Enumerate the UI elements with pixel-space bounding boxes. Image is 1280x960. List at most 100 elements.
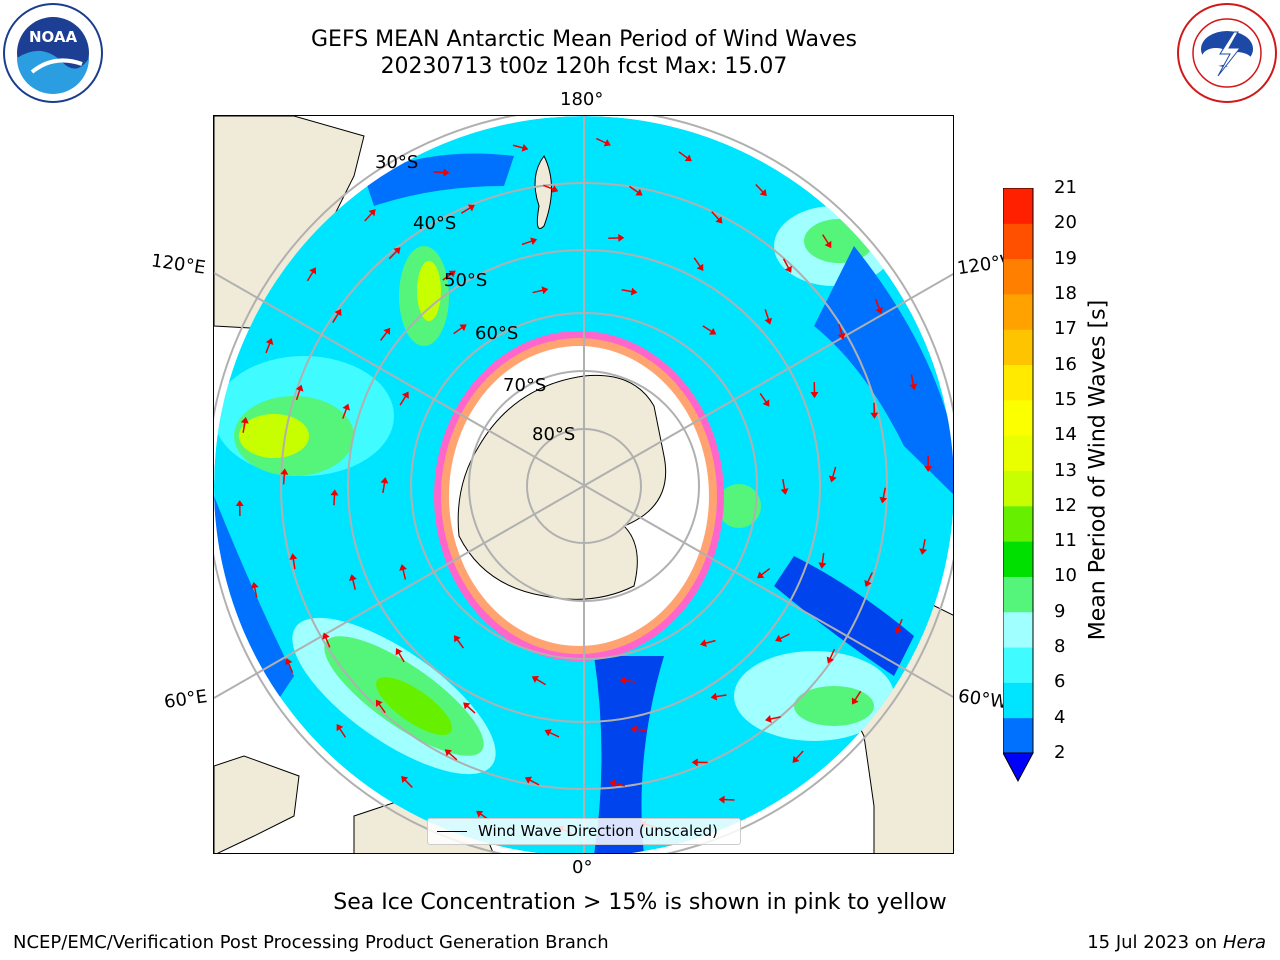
- wind-wave-direction-arrows: [235, 137, 933, 835]
- polar-map: [213, 115, 954, 854]
- wave-direction-arrow: [792, 750, 804, 763]
- meridian-label-60w: 60°W: [956, 685, 1009, 714]
- colorbar-segment: [1003, 399, 1033, 436]
- footer-host: Hera: [1222, 932, 1266, 953]
- colorbar-tick-label: 10: [1054, 565, 1077, 587]
- map-canvas: [214, 116, 953, 853]
- wave-direction-arrow: [870, 402, 879, 419]
- wave-direction-arrow: [336, 723, 347, 738]
- chart-title: GEFS MEAN Antarctic Mean Period of Wind …: [311, 27, 857, 52]
- legend-label: Wind Wave Direction (unscaled): [478, 822, 718, 840]
- colorbar-tick-label: 11: [1054, 530, 1077, 552]
- footer-date: 15 Jul 2023 on Hera: [1087, 932, 1266, 953]
- colorbar-tick-label: 18: [1054, 282, 1077, 304]
- meridian-label-120e: 120°E: [149, 250, 207, 279]
- colorbar-tick-label: 12: [1054, 494, 1077, 516]
- graticule: [214, 116, 953, 853]
- colorbar-segment: [1003, 717, 1033, 754]
- wave-direction-arrow: [375, 699, 386, 714]
- wave-direction-arrow: [864, 572, 873, 587]
- wave-direction-arrow: [691, 758, 708, 767]
- colorbar-tick-label: 13: [1054, 459, 1077, 481]
- wave-direction-arrow: [765, 715, 781, 723]
- wave-direction-arrow: [608, 233, 625, 242]
- wave-direction-arrow: [826, 648, 836, 664]
- wave-direction-arrow: [710, 692, 727, 701]
- colorbar-segment: [1003, 470, 1033, 507]
- wave-direction-arrow: [399, 564, 407, 580]
- parallel-label-40s: 40°S: [413, 213, 457, 234]
- wave-direction-arrow: [596, 137, 611, 147]
- wave-direction-arrow: [879, 487, 888, 504]
- colorbar-segment: [1003, 293, 1033, 330]
- wave-direction-arrow: [330, 489, 339, 506]
- wave-direction-arrow: [609, 779, 626, 788]
- parallel-label-60s: 60°S: [475, 323, 519, 344]
- wave-direction-arrow: [521, 237, 538, 246]
- wave-direction-arrow: [265, 337, 274, 354]
- footer-credit: NCEP/EMC/Verification Post Processing Pr…: [13, 932, 609, 953]
- wave-direction-arrow: [463, 702, 476, 714]
- national-weather-service-logo-icon: [1176, 2, 1278, 104]
- colorbar-segment: [1003, 364, 1033, 401]
- noaa-logo-text: NOAA: [29, 28, 78, 46]
- wave-period-field: [214, 153, 953, 853]
- parallel-label-70s: 70°S: [503, 375, 547, 396]
- colorbar-segment: [1003, 258, 1033, 295]
- colorbar-segment: [1003, 435, 1033, 471]
- wave-direction-arrow: [822, 234, 832, 249]
- wave-direction-arrow: [453, 324, 467, 335]
- wave-direction-arrow: [759, 393, 770, 407]
- wave-direction-arrow: [718, 795, 735, 804]
- wave-direction-arrow: [757, 567, 771, 579]
- wave-direction-arrow: [433, 168, 450, 177]
- noaa-logo-icon: NOAA: [2, 2, 104, 104]
- parallel-label-80s: 80°S: [532, 424, 576, 445]
- wave-direction-arrow: [240, 417, 249, 433]
- colorbar-segment: [1003, 505, 1033, 542]
- colorbar: [1003, 188, 1034, 783]
- wave-direction-arrow: [401, 775, 413, 788]
- wave-direction-arrow: [289, 553, 298, 570]
- wave-direction-arrow: [285, 657, 294, 674]
- wave-direction-arrow: [630, 725, 647, 734]
- colorbar-label: Mean Period of Wind Waves [s]: [1085, 299, 1111, 641]
- wave-direction-arrow: [388, 247, 401, 260]
- wave-direction-arrow: [460, 204, 475, 214]
- wave-direction-arrow: [837, 324, 846, 340]
- colorbar-tick-label: 20: [1054, 212, 1077, 234]
- wave-direction-arrow: [894, 618, 903, 634]
- wave-direction-arrow: [755, 183, 767, 197]
- colorbar-segment: [1003, 576, 1033, 613]
- wave-direction-arrow: [775, 633, 790, 643]
- wave-direction-arrow: [702, 325, 717, 335]
- wave-direction-arrow: [919, 539, 928, 555]
- wave-direction-arrow: [442, 270, 456, 281]
- colorbar-segment: [1003, 329, 1033, 366]
- parallel-label-50s: 50°S: [444, 270, 488, 291]
- wave-direction-arrow: [295, 384, 304, 401]
- wave-direction-arrow: [379, 327, 391, 341]
- wave-direction-arrow: [235, 500, 244, 517]
- wave-direction-arrow: [444, 749, 458, 761]
- legend-line-swatch: [437, 831, 467, 832]
- wave-direction-arrow: [782, 258, 792, 273]
- wave-direction-arrow: [924, 455, 933, 472]
- colorbar-tick-label: 14: [1054, 424, 1077, 446]
- wave-direction-arrow: [851, 690, 862, 705]
- wave-direction-arrow: [711, 211, 723, 224]
- colorbar-tick-label: 19: [1054, 247, 1077, 269]
- wave-direction-arrow: [512, 143, 529, 152]
- wave-direction-arrow: [693, 257, 704, 271]
- wave-direction-arrow: [909, 374, 918, 391]
- colorbar-tick-label: 9: [1054, 600, 1066, 622]
- sea-ice-note: Sea Ice Concentration > 15% is shown in …: [333, 890, 947, 915]
- meridian-label-180: 180°: [560, 89, 604, 110]
- colorbar-tick-label: 8: [1054, 636, 1066, 658]
- parallel-label-30s: 30°S: [375, 152, 419, 173]
- colorbar-segment: [1003, 647, 1033, 683]
- wave-direction-arrow: [322, 632, 331, 648]
- wave-direction-arrow: [395, 648, 405, 663]
- colorbar-tick-label: 21: [1054, 177, 1077, 198]
- wave-direction-arrow: [250, 581, 259, 598]
